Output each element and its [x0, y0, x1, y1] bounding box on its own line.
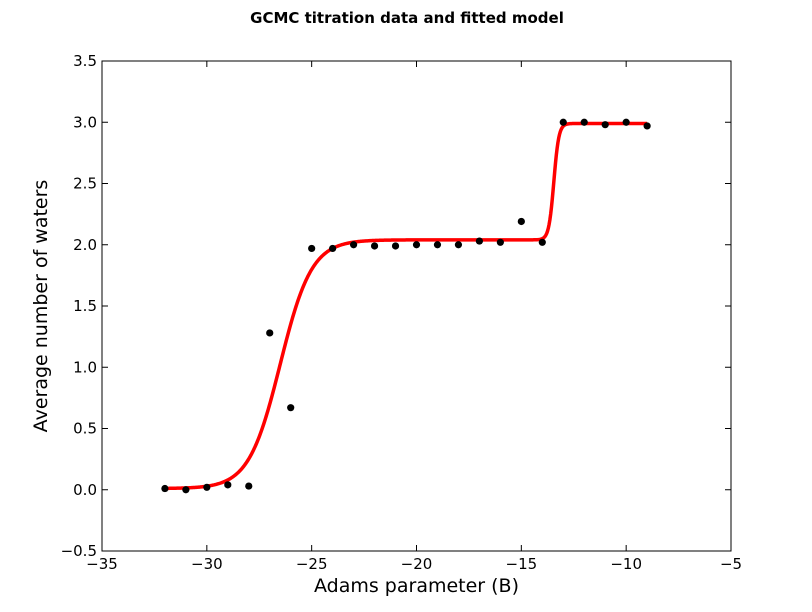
data-point: [433, 241, 442, 249]
x-tick-label: −10: [610, 555, 642, 573]
y-tick-label: 0.5: [73, 420, 97, 438]
y-tick-label: 0.0: [73, 481, 97, 499]
data-point: [475, 237, 483, 245]
data-point: [329, 244, 337, 253]
data-point: [203, 483, 211, 491]
data-point: [496, 238, 504, 246]
data-point: [412, 241, 421, 249]
x-tick-label: −15: [506, 555, 538, 573]
data-point: [182, 486, 190, 494]
x-tick-label: −35: [86, 555, 118, 573]
data-point: [643, 122, 651, 130]
x-axis-label: Adams parameter (B): [314, 575, 519, 597]
data-point: [601, 121, 609, 129]
y-tick-label: 2.0: [73, 236, 97, 254]
x-tick-label: −25: [296, 555, 328, 573]
y-axis-label: Average number of waters: [30, 180, 52, 433]
data-point: [454, 241, 463, 249]
data-point: [161, 484, 169, 493]
y-axis: −0.5 0.0 0.5 1.0 1.5 2.0 2.5 3.0 3.5: [61, 52, 731, 560]
y-tick-label: 1.0: [73, 358, 97, 376]
data-point: [391, 242, 400, 250]
data-point: [287, 404, 295, 412]
x-tick-label: −5: [720, 555, 742, 573]
data-point: [370, 242, 379, 250]
fitted-model-line: [163, 121, 649, 491]
data-point: [224, 481, 232, 489]
data-point: [559, 118, 567, 126]
data-point: [622, 118, 630, 126]
x-tick-label: −30: [191, 555, 223, 573]
data-points: [161, 118, 651, 494]
y-tick-label: 3.5: [73, 52, 97, 70]
data-point: [245, 482, 253, 490]
y-tick-label: 2.5: [73, 175, 97, 193]
x-axis: −35 −30 −25 −20 −15 −10 −5: [86, 61, 742, 573]
data-point: [266, 329, 274, 337]
x-tick-label: −20: [401, 555, 433, 573]
data-point: [580, 118, 588, 126]
plot-area: [101, 60, 732, 552]
y-tick-label: 1.5: [73, 297, 97, 315]
chart-title: GCMC titration data and fitted model: [250, 9, 564, 27]
data-point: [350, 241, 358, 249]
y-tick-label: −0.5: [61, 542, 97, 560]
y-tick-label: 3.0: [73, 113, 97, 131]
data-point: [538, 238, 546, 246]
data-point: [308, 244, 316, 253]
data-point: [517, 217, 525, 226]
